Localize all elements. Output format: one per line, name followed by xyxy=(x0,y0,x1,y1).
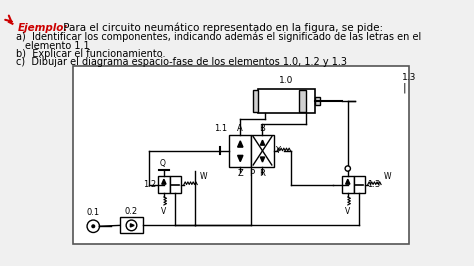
Text: a)  Identificar los componentes, indicando además el significado de las letras e: a) Identificar los componentes, indicand… xyxy=(16,32,421,42)
Text: P: P xyxy=(249,169,254,177)
Text: c)  Dibujar el diagrama espacio-fase de los elementos 1.0, 1.2 y 1.3: c) Dibujar el diagrama espacio-fase de l… xyxy=(16,57,347,66)
Text: Y: Y xyxy=(275,146,281,155)
Bar xyxy=(342,176,354,193)
Text: elemento 1.1: elemento 1.1 xyxy=(25,41,90,51)
Text: Q: Q xyxy=(159,159,165,168)
Bar xyxy=(257,89,315,114)
Polygon shape xyxy=(346,179,350,184)
Bar xyxy=(300,90,306,112)
Bar xyxy=(120,217,143,233)
Text: Para el circuito neumático representado en la figura, se pide:: Para el circuito neumático representado … xyxy=(60,23,383,33)
Bar xyxy=(158,176,170,193)
Text: 0.1: 0.1 xyxy=(87,208,100,217)
Polygon shape xyxy=(162,179,166,184)
Polygon shape xyxy=(260,157,264,162)
Polygon shape xyxy=(260,140,264,145)
Text: 1.3: 1.3 xyxy=(401,73,416,82)
Bar xyxy=(354,176,365,193)
Bar xyxy=(229,135,251,167)
Text: |: | xyxy=(402,82,406,93)
Text: 1.1: 1.1 xyxy=(214,124,228,133)
Text: Ejemplo:: Ejemplo: xyxy=(18,23,68,33)
Text: W: W xyxy=(384,172,391,181)
Polygon shape xyxy=(130,224,134,227)
Text: R: R xyxy=(260,169,265,177)
Text: W: W xyxy=(200,172,207,181)
Bar xyxy=(73,66,409,244)
Text: 1.2: 1.2 xyxy=(143,180,156,189)
Polygon shape xyxy=(237,141,243,147)
Circle shape xyxy=(92,225,95,228)
Text: A: A xyxy=(237,124,243,133)
Text: 1.0: 1.0 xyxy=(279,76,293,85)
Text: B: B xyxy=(260,124,265,133)
Text: 0.2: 0.2 xyxy=(125,207,138,216)
Bar xyxy=(315,97,320,105)
Bar xyxy=(251,135,273,167)
Text: 1.3: 1.3 xyxy=(367,180,380,189)
Text: V: V xyxy=(345,207,350,216)
Text: Z: Z xyxy=(237,169,243,177)
Polygon shape xyxy=(237,155,243,162)
Text: b)  Explicar el funcionamiento.: b) Explicar el funcionamiento. xyxy=(16,49,165,59)
Text: V: V xyxy=(161,207,166,216)
Bar xyxy=(253,90,257,112)
Bar xyxy=(170,176,181,193)
